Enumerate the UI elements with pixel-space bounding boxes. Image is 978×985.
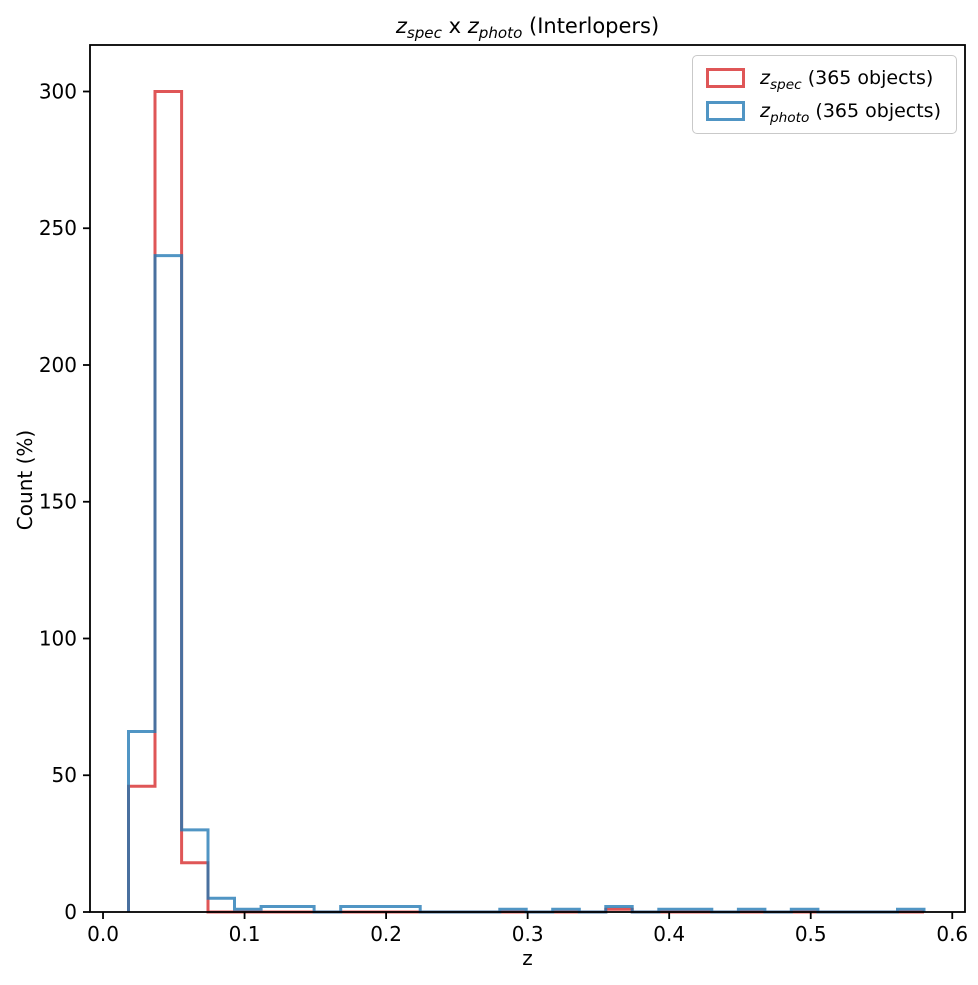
legend-item-zphoto: zphoto (365 objects): [705, 100, 941, 126]
hist-step-z_photo: [127, 254, 926, 914]
x-tick-label: 0.6: [936, 922, 968, 946]
title-suffix: (Interlopers): [522, 14, 660, 38]
zphoto-label: zphoto (365 objects): [759, 100, 941, 126]
title-z-photo: z: [467, 14, 479, 38]
y-tick-label: 50: [52, 763, 77, 787]
chart-title: zspec x zphoto (Interlopers): [90, 13, 965, 43]
title-sub-photo: photo: [478, 24, 523, 43]
axes-spines: [89, 44, 966, 913]
title-x: x: [441, 14, 468, 38]
y-tick-label: 250: [39, 216, 77, 240]
y-tick-label: 300: [39, 79, 77, 103]
x-tick-label: 0.1: [229, 922, 261, 946]
x-tick-label: 0.2: [370, 922, 402, 946]
title-z-spec: z: [395, 14, 407, 38]
legend-item-zspec: zspec (365 objects): [705, 67, 941, 93]
x-tick-label: 0.4: [653, 922, 685, 946]
x-tick-label: 0.3: [512, 922, 544, 946]
x-tick-label: 0.0: [87, 922, 119, 946]
y-tick-label: 100: [39, 626, 77, 650]
zphoto-swatch: [705, 101, 745, 121]
y-tick-label: 200: [39, 353, 77, 377]
title-sub-spec: spec: [406, 24, 442, 43]
zspec-swatch: [705, 68, 745, 88]
y-tick-label: 0: [64, 900, 77, 924]
hist-step-z_spec: [127, 90, 924, 914]
zspec-label: zspec (365 objects): [759, 67, 934, 93]
x-tick-label: 0.5: [795, 922, 827, 946]
y-tick-label: 150: [39, 490, 77, 514]
legend: zspec (365 objects) zphoto (365 objects): [691, 55, 957, 134]
x-axis-label: z: [522, 946, 533, 970]
